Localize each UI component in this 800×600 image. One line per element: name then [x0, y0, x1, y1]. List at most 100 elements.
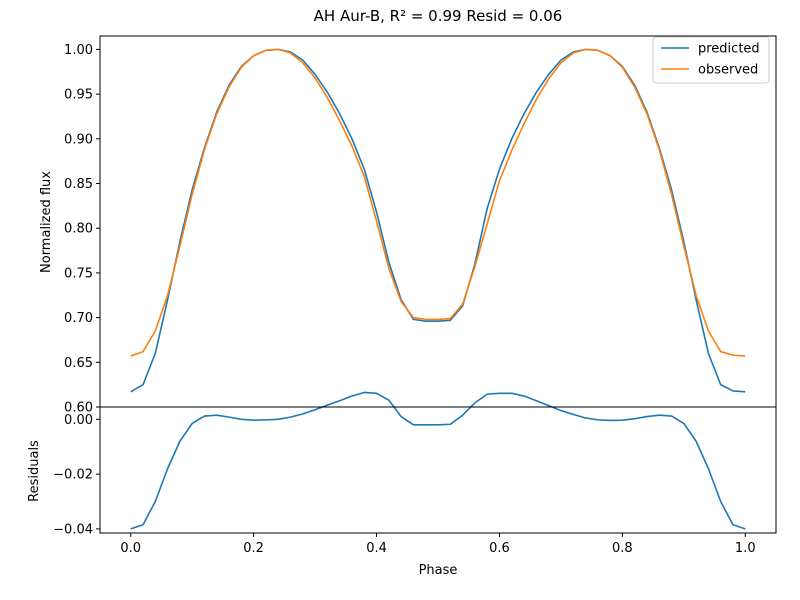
flux-point-predicted-25 — [437, 320, 439, 322]
flux-point-predicted-14 — [302, 59, 304, 61]
residuals-point-line-0-26 — [449, 423, 451, 425]
flux-point-predicted-34 — [548, 74, 550, 76]
flux-point-observed-19 — [363, 176, 365, 178]
residuals-y-axis-label: Residuals — [27, 440, 42, 502]
residuals-point-line-0-34 — [548, 405, 550, 407]
residuals-y-tick-label-0: −0.04 — [53, 522, 93, 537]
residuals-x-ticks: 0.0 0.2 0.4 0.6 0.8 1.0 — [120, 533, 756, 556]
residuals-point-line-0-5 — [191, 423, 193, 425]
residuals-point-line-0-23 — [413, 424, 415, 426]
flux-point-observed-29 — [486, 223, 488, 225]
x-tick-label-5: 1.0 — [735, 541, 756, 556]
legend-observed-label: observed — [698, 63, 758, 78]
residuals-point-line-0-17 — [339, 400, 341, 402]
residuals-point-line-0-49 — [732, 524, 734, 526]
flux-point-predicted-48 — [720, 384, 722, 386]
flux-y-tick-label-4: 0.80 — [64, 222, 93, 237]
x-tick-label-2: 0.4 — [366, 541, 387, 556]
x-tick-label-3: 0.6 — [489, 541, 510, 556]
flux-point-observed-35 — [560, 62, 562, 64]
residuals-y-tick-label-1: −0.02 — [53, 468, 93, 483]
residuals-point-line-0-40 — [622, 419, 624, 421]
flux-point-predicted-32 — [523, 113, 525, 115]
residuals-plot-area — [130, 391, 746, 530]
flux-point-observed-24 — [425, 319, 427, 321]
flux-point-predicted-49 — [732, 390, 734, 392]
flux-point-observed-25 — [437, 319, 439, 321]
flux-point-predicted-26 — [449, 319, 451, 321]
flux-point-predicted-24 — [425, 320, 427, 322]
residuals-point-line-0-31 — [511, 393, 513, 395]
flux-point-observed-46 — [695, 294, 697, 296]
residuals-point-line-0-44 — [671, 415, 673, 417]
flux-point-predicted-21 — [388, 261, 390, 263]
residuals-point-line-0-22 — [400, 416, 402, 418]
flux-point-predicted-30 — [499, 168, 501, 170]
residuals-point-line-0-4 — [179, 440, 181, 442]
residuals-y-ticks: −0.04 −0.02 0.00 — [53, 413, 100, 537]
flux-point-observed-11 — [265, 50, 267, 52]
residuals-point-line-0-15 — [314, 409, 316, 411]
flux-point-observed-36 — [572, 52, 574, 54]
residuals-axes-frame — [99, 406, 777, 534]
residuals-point-line-0-47 — [708, 468, 710, 470]
flux-point-observed-28 — [474, 266, 476, 268]
residuals-point-line-0-18 — [351, 395, 353, 397]
flux-series-observed — [130, 48, 746, 357]
flux-point-observed-7 — [216, 113, 218, 115]
residuals-point-line-0-42 — [646, 416, 648, 418]
flux-point-predicted-16 — [327, 92, 329, 94]
residuals-point-line-0-12 — [277, 419, 279, 421]
flux-point-predicted-50 — [744, 391, 746, 393]
residuals-point-line-0-7 — [216, 414, 218, 416]
flux-y-axis-label: Normalized flux — [39, 171, 54, 273]
residuals-point-line-0-32 — [523, 395, 525, 397]
flux-panel: 0.60 0.65 0.70 0.75 0.80 0.85 0.90 0.95 1.00 Nor… — [39, 35, 777, 416]
flux-point-observed-20 — [376, 220, 378, 222]
residuals-series-line-0 — [130, 391, 746, 530]
x-tick-label-0: 0.0 — [120, 541, 141, 556]
residuals-panel: −0.04 −0.02 0.00 0.0 0.2 0.4 0.6 0.8 1.0 Residu… — [27, 391, 777, 578]
flux-point-observed-49 — [732, 354, 734, 356]
residuals-point-line-0-33 — [536, 400, 538, 402]
residuals-point-line-0-11 — [265, 419, 267, 421]
flux-y-tick-label-5: 0.85 — [64, 177, 93, 192]
flux-point-predicted-31 — [511, 138, 513, 140]
flux-point-observed-22 — [400, 301, 402, 303]
residuals-point-line-0-20 — [376, 393, 378, 395]
flux-y-tick-label-3: 0.75 — [64, 266, 93, 281]
flux-point-observed-5 — [191, 193, 193, 195]
flux-point-observed-17 — [339, 120, 341, 122]
flux-point-observed-38 — [597, 50, 599, 52]
chart-title: AH Aur-B, R² = 0.99 Resid = 0.06 — [314, 7, 563, 25]
residuals-point-line-0-45 — [683, 423, 685, 425]
flux-point-observed-31 — [511, 150, 513, 152]
flux-y-ticks: 0.60 0.65 0.70 0.75 0.80 0.85 0.90 0.95 1.00 — [64, 43, 100, 416]
flux-point-observed-42 — [646, 113, 648, 115]
legend[interactable]: predicted observed — [652, 36, 770, 84]
flux-point-observed-47 — [708, 330, 710, 332]
residuals-point-line-0-39 — [609, 420, 611, 422]
flux-y-tick-label-8: 1.00 — [64, 43, 93, 58]
flux-point-observed-14 — [302, 62, 304, 64]
residuals-point-line-0-21 — [388, 399, 390, 401]
residuals-point-line-0-8 — [228, 416, 230, 418]
flux-point-observed-27 — [462, 303, 464, 305]
flux-point-observed-2 — [155, 330, 157, 332]
residuals-point-line-0-25 — [437, 424, 439, 426]
flux-point-observed-45 — [683, 245, 685, 247]
residuals-point-line-0-9 — [241, 419, 243, 421]
flux-point-observed-23 — [413, 317, 415, 319]
flux-point-observed-0 — [130, 355, 132, 357]
residuals-point-line-0-16 — [327, 404, 329, 406]
flux-point-predicted-2 — [155, 353, 157, 355]
flux-point-observed-34 — [548, 78, 550, 80]
flux-point-predicted-33 — [536, 92, 538, 94]
flux-point-predicted-0 — [130, 391, 132, 393]
flux-y-tick-label-2: 0.70 — [64, 311, 93, 326]
flux-point-predicted-35 — [560, 59, 562, 61]
residuals-point-line-0-14 — [302, 413, 304, 415]
residuals-point-line-0-6 — [204, 415, 206, 417]
residuals-point-line-0-13 — [290, 416, 292, 418]
